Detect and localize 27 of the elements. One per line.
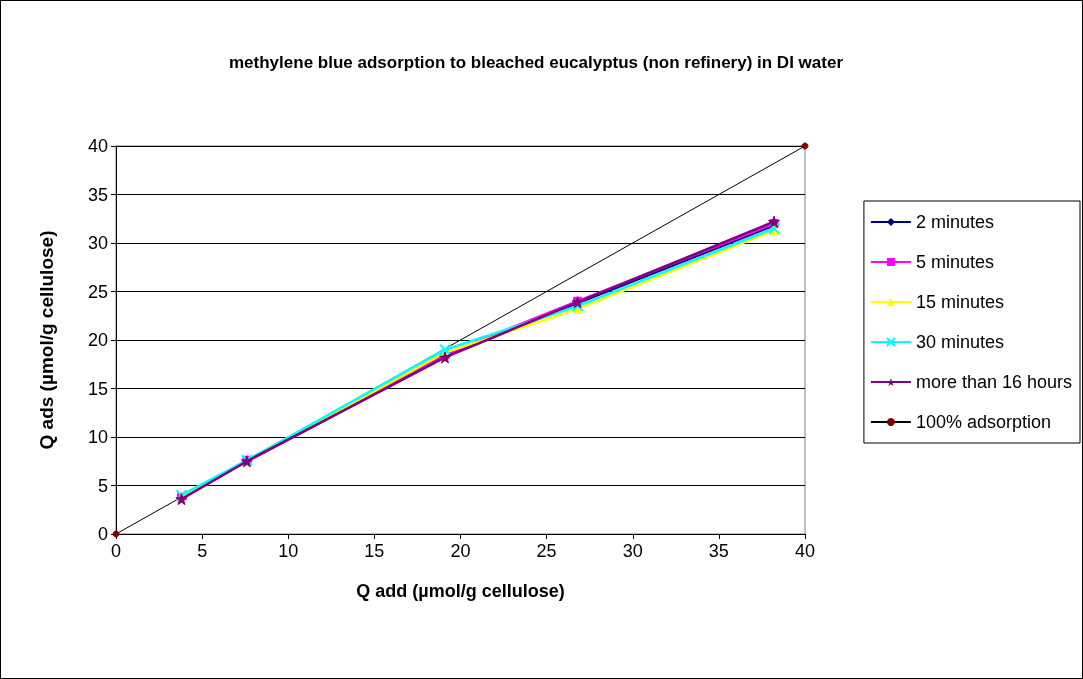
legend-label: 100% adsorption	[915, 412, 1052, 432]
x-axis-title: Q add (µmol/g cellulose)	[356, 581, 565, 601]
y-tick-label: 40	[87, 136, 108, 156]
x-tick-label: 35	[708, 541, 729, 561]
legend-label: 2 minutes	[915, 212, 994, 232]
legend-label: 5 minutes	[915, 252, 994, 272]
x-tick-label: 0	[110, 541, 122, 561]
x-tick-label: 5	[197, 541, 208, 561]
chart-title: methylene blue adsorption to bleached eucalyptus (non refinery) in DI water	[228, 53, 844, 72]
legend-label: 15 minutes	[915, 292, 1004, 312]
y-tick-label: 15	[87, 378, 108, 399]
y-axis-title: Q ads (µmol/g cellulose)	[36, 230, 57, 450]
x-tick-label: 30	[622, 541, 643, 561]
y-tick-label: 25	[87, 281, 108, 302]
y-tick-label: 35	[87, 184, 108, 205]
legend-label: 30 minutes	[915, 332, 1004, 352]
x-tick-label: 10	[278, 541, 299, 561]
x-tick-label: 25	[536, 541, 557, 561]
y-tick-label: 10	[87, 427, 108, 447]
y-tick-label: 30	[87, 233, 108, 253]
x-tick-label: 20	[450, 541, 471, 561]
y-tick-label: 20	[87, 330, 108, 350]
y-tick-label: 5	[97, 475, 108, 496]
x-tick-label: 40	[794, 541, 816, 561]
x-tick-label: 15	[364, 541, 385, 561]
legend-label: more than 16 hours	[915, 372, 1072, 392]
y-tick-label: 0	[97, 524, 108, 544]
